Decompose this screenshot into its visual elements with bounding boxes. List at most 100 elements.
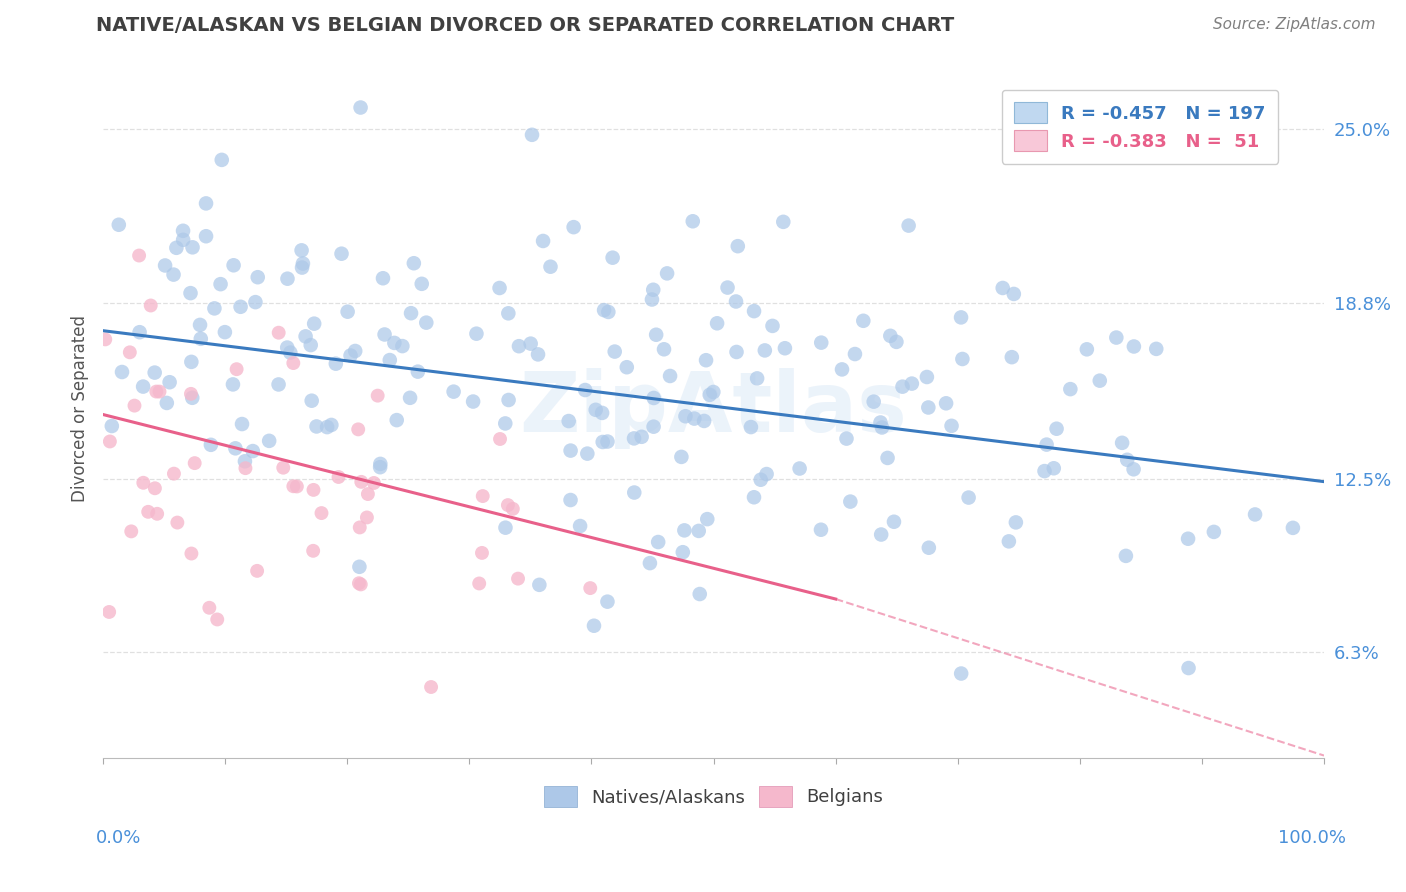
Point — [957, 491, 980, 505]
Point — [231, 417, 253, 431]
Point — [883, 515, 905, 529]
Point — [156, 396, 179, 410]
Point — [224, 442, 246, 456]
Point — [468, 576, 491, 591]
Point — [886, 334, 908, 349]
Point — [148, 384, 170, 399]
Point — [724, 294, 747, 309]
Point — [592, 434, 614, 449]
Point — [291, 244, 314, 258]
Point — [461, 394, 484, 409]
Point — [616, 360, 638, 375]
Point — [1111, 435, 1133, 450]
Point — [357, 487, 380, 501]
Point — [311, 506, 333, 520]
Point — [305, 419, 328, 434]
Point — [1045, 422, 1067, 436]
Point — [673, 524, 696, 538]
Point — [267, 326, 290, 340]
Point — [754, 343, 776, 358]
Point — [294, 329, 316, 343]
Point — [915, 370, 938, 384]
Point — [702, 384, 724, 399]
Point — [529, 578, 551, 592]
Point — [214, 325, 236, 339]
Point — [347, 422, 370, 436]
Point — [229, 300, 252, 314]
Point — [772, 215, 794, 229]
Point — [349, 520, 371, 534]
Point — [671, 450, 693, 464]
Point — [371, 271, 394, 285]
Point — [695, 353, 717, 368]
Point — [891, 379, 914, 393]
Point — [623, 485, 645, 500]
Point — [699, 388, 721, 402]
Point — [276, 271, 298, 285]
Point — [598, 305, 620, 319]
Point — [489, 432, 512, 446]
Point — [725, 345, 748, 359]
Point — [1005, 516, 1028, 530]
Point — [991, 281, 1014, 295]
Point — [1076, 343, 1098, 357]
Point — [180, 547, 202, 561]
Point — [143, 481, 166, 495]
Point — [325, 357, 347, 371]
Point — [844, 347, 866, 361]
Point — [574, 383, 596, 397]
Point — [773, 341, 796, 355]
Point — [166, 516, 188, 530]
Point — [382, 335, 405, 350]
Point — [209, 277, 232, 292]
Point — [107, 218, 129, 232]
Point — [950, 666, 973, 681]
Point — [132, 475, 155, 490]
Point — [655, 266, 678, 280]
Point — [302, 483, 325, 497]
Point — [98, 434, 121, 449]
Point — [132, 379, 155, 393]
Point — [831, 362, 853, 376]
Point — [870, 420, 893, 434]
Point — [153, 259, 176, 273]
Point — [761, 318, 783, 333]
Point — [1105, 330, 1128, 344]
Point — [643, 283, 665, 297]
Point — [1035, 437, 1057, 451]
Point — [159, 375, 181, 389]
Point — [755, 467, 778, 481]
Point — [839, 494, 862, 508]
Point — [195, 196, 218, 211]
Point — [368, 460, 391, 475]
Point — [101, 419, 124, 434]
Point — [302, 317, 325, 331]
Point — [745, 371, 768, 385]
Point — [233, 454, 256, 468]
Point — [363, 475, 385, 490]
Point — [146, 507, 169, 521]
Point — [471, 489, 494, 503]
Point — [118, 345, 141, 359]
Point — [302, 543, 325, 558]
Point — [557, 414, 579, 428]
Point — [696, 512, 718, 526]
Point — [879, 328, 901, 343]
Point — [1002, 287, 1025, 301]
Point — [494, 417, 516, 431]
Point — [508, 339, 530, 353]
Y-axis label: Divorced or Separated: Divorced or Separated — [72, 316, 89, 502]
Point — [789, 461, 811, 475]
Point — [181, 240, 204, 254]
Legend: Natives/Alaskans, Belgians: Natives/Alaskans, Belgians — [536, 777, 893, 815]
Point — [465, 326, 488, 341]
Point — [862, 394, 884, 409]
Point — [276, 341, 298, 355]
Point — [330, 246, 353, 260]
Point — [495, 521, 517, 535]
Point — [179, 286, 201, 301]
Text: ZipAtlas: ZipAtlas — [520, 368, 907, 450]
Point — [128, 325, 150, 339]
Point — [145, 384, 167, 399]
Point — [291, 256, 314, 270]
